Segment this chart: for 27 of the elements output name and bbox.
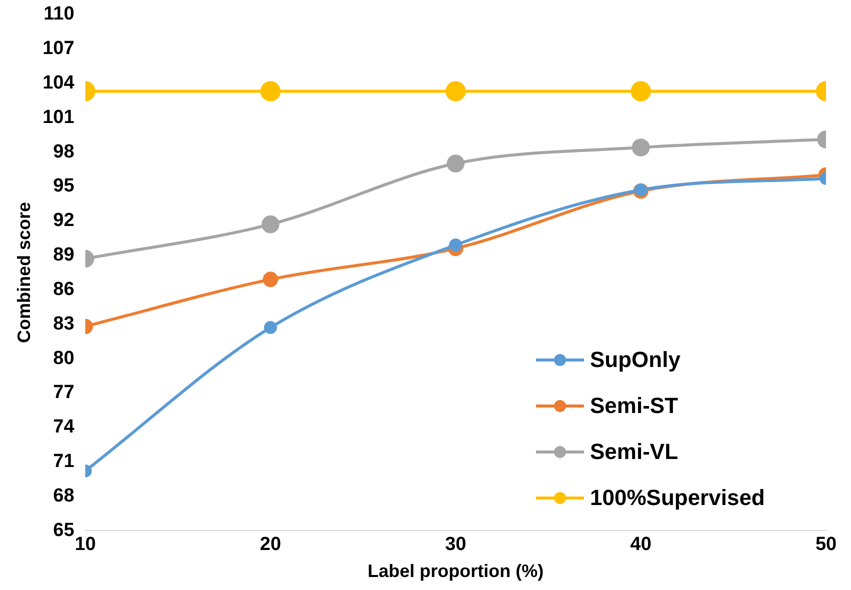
- legend-label: 100%Supervised: [590, 484, 765, 511]
- y-tick-label: 101: [42, 106, 75, 128]
- y-tick-label: 86: [53, 278, 74, 300]
- x-tick-label: 20: [260, 534, 282, 556]
- y-tick-label: 80: [53, 348, 74, 369]
- y-tick-label: 77: [53, 382, 74, 404]
- y-tick-label: 74: [53, 416, 75, 438]
- y-tick-label: 71: [53, 451, 75, 472]
- y-tick-label: 92: [53, 210, 74, 232]
- x-tick-label: 50: [815, 534, 837, 556]
- x-tick-label: 40: [630, 534, 652, 556]
- y-tick-label: 95: [53, 176, 75, 197]
- y-tick-label: 104: [42, 72, 75, 94]
- legend-label: Semi-VL: [590, 438, 678, 465]
- y-tick-label: 83: [53, 313, 74, 334]
- y-tick-label: 107: [42, 38, 74, 60]
- x-tick-label: 30: [445, 534, 466, 556]
- y-tick-label: 110: [44, 4, 74, 25]
- y-tick-label: 65: [53, 520, 75, 541]
- legend-label: SupOnly: [590, 346, 680, 373]
- x-axis-title: Label proportion (%): [368, 561, 544, 582]
- y-tick-label: 68: [53, 485, 74, 506]
- x-tick-label: 10: [74, 534, 96, 556]
- y-tick-label: 89: [53, 244, 74, 266]
- y-axis-title: Combined score: [14, 202, 34, 344]
- legend-label: Semi-ST: [590, 392, 678, 419]
- y-tick-label: 98: [53, 141, 74, 162]
